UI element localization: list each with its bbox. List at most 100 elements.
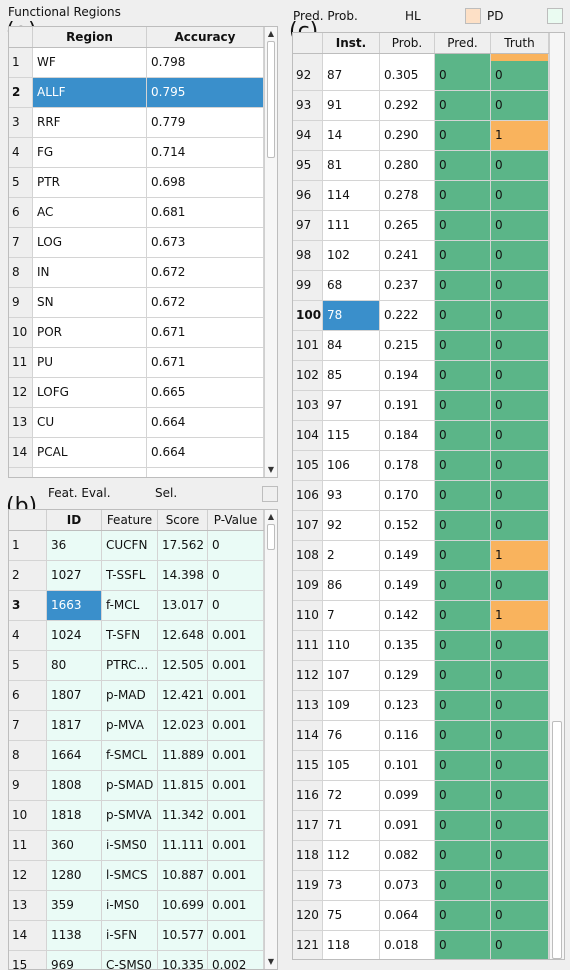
prob-cell[interactable]: 0.222 — [380, 301, 435, 331]
table-row[interactable]: 4 1024 T-SFN 12.648 0.001 — [9, 621, 264, 651]
accuracy-cell[interactable]: 0.681 — [147, 198, 264, 228]
table-row[interactable]: 100 78 0.222 0 0 — [293, 301, 549, 331]
region-cell[interactable]: PCAL — [33, 438, 147, 468]
truth-cell[interactable]: 1 — [491, 601, 549, 631]
truth-cell[interactable]: 0 — [491, 811, 549, 841]
prob-cell[interactable]: 0.178 — [380, 451, 435, 481]
p-value-cell[interactable]: 0.001 — [208, 651, 264, 681]
feature-cell[interactable]: PTRC... — [102, 651, 158, 681]
feature-cell[interactable]: i-SFN — [102, 921, 158, 951]
id-cell[interactable]: 1663 — [47, 591, 102, 621]
table-row[interactable]: 93 91 0.292 0 0 — [293, 91, 549, 121]
vertical-scrollbar[interactable]: ▲ ▼ — [264, 27, 277, 477]
scroll-down-icon[interactable]: ▼ — [267, 957, 275, 966]
truth-cell[interactable]: 0 — [491, 781, 549, 811]
region-cell[interactable]: FG — [33, 138, 147, 168]
pred-cell[interactable]: 0 — [435, 631, 491, 661]
score-cell[interactable]: 10.699 — [158, 891, 208, 921]
scroll-down-icon[interactable]: ▼ — [267, 465, 275, 474]
column-header-score[interactable]: Score — [158, 510, 208, 530]
region-cell[interactable]: PTR — [33, 168, 147, 198]
accuracy-cell[interactable]: 0.671 — [147, 318, 264, 348]
table-row[interactable]: 95 81 0.280 0 0 — [293, 151, 549, 181]
inst-cell[interactable]: 14 — [323, 121, 380, 151]
truth-cell[interactable]: 1 — [491, 541, 549, 571]
inst-cell[interactable]: 114 — [323, 181, 380, 211]
table-row[interactable]: 7 1817 p-MVA 12.023 0.001 — [9, 711, 264, 741]
truth-cell[interactable]: 0 — [491, 301, 549, 331]
feature-cell[interactable]: C-SMS0 — [102, 951, 158, 969]
id-cell[interactable]: 1808 — [47, 771, 102, 801]
accuracy-cell[interactable]: 0.664 — [147, 408, 264, 438]
table-row[interactable]: 10 POR 0.671 — [9, 318, 264, 348]
table-row[interactable]: 118 112 0.082 0 0 — [293, 841, 549, 871]
accuracy-cell[interactable]: 0.664 — [147, 438, 264, 468]
inst-cell[interactable]: 97 — [323, 391, 380, 421]
table-row[interactable]: 116 72 0.099 0 0 — [293, 781, 549, 811]
pred-cell[interactable]: 0 — [435, 811, 491, 841]
truth-cell[interactable]: 0 — [491, 721, 549, 751]
score-cell[interactable]: 12.023 — [158, 711, 208, 741]
p-value-cell[interactable]: 0.001 — [208, 771, 264, 801]
table-row[interactable]: 11 PU 0.671 — [9, 348, 264, 378]
score-cell[interactable]: 10.577 — [158, 921, 208, 951]
truth-cell[interactable]: 0 — [491, 841, 549, 871]
table-row[interactable]: 14 PCAL 0.664 — [9, 438, 264, 468]
inst-cell[interactable]: 86 — [323, 571, 380, 601]
column-header-truth[interactable]: Truth — [491, 33, 549, 53]
accuracy-cell[interactable]: 0.779 — [147, 108, 264, 138]
prob-cell[interactable]: 0.290 — [380, 121, 435, 151]
pred-cell[interactable]: 0 — [435, 841, 491, 871]
table-row[interactable]: 96 114 0.278 0 0 — [293, 181, 549, 211]
prob-cell[interactable]: 0.265 — [380, 211, 435, 241]
pred-cell[interactable]: 0 — [435, 301, 491, 331]
truth-cell[interactable]: 0 — [491, 901, 549, 931]
truth-cell[interactable]: 0 — [491, 661, 549, 691]
truth-cell[interactable]: 0 — [491, 931, 549, 959]
pred-cell[interactable]: 0 — [435, 391, 491, 421]
prob-cell[interactable]: 0.091 — [380, 811, 435, 841]
prob-cell[interactable]: 0.018 — [380, 931, 435, 959]
pred-cell[interactable]: 0 — [435, 91, 491, 121]
truth-cell[interactable]: 0 — [491, 871, 549, 901]
table-row[interactable]: 5 80 PTRC... 12.505 0.001 — [9, 651, 264, 681]
table-row[interactable]: 1 WF 0.798 — [9, 48, 264, 78]
table-row[interactable]: 6 AC 0.681 — [9, 198, 264, 228]
table-row[interactable]: 2 ALLF 0.795 — [9, 78, 264, 108]
table-row[interactable]: 2 1027 T-SSFL 14.398 0 — [9, 561, 264, 591]
scrollbar-thumb[interactable] — [552, 721, 562, 959]
region-cell[interactable]: PU — [33, 348, 147, 378]
id-cell[interactable]: 360 — [47, 831, 102, 861]
column-header-feature[interactable]: Feature — [102, 510, 158, 530]
feature-cell[interactable]: p-MVA — [102, 711, 158, 741]
inst-cell[interactable]: 92 — [323, 511, 380, 541]
column-header-pred[interactable]: Pred. — [435, 33, 491, 53]
prob-cell[interactable]: 0.073 — [380, 871, 435, 901]
table-row[interactable]: 105 106 0.178 0 0 — [293, 451, 549, 481]
feature-cell[interactable]: i-MS0 — [102, 891, 158, 921]
inst-cell[interactable]: 85 — [323, 361, 380, 391]
pred-cell[interactable]: 0 — [435, 931, 491, 959]
id-cell[interactable]: 1807 — [47, 681, 102, 711]
inst-cell[interactable]: 71 — [323, 811, 380, 841]
prob-cell[interactable]: 0.135 — [380, 631, 435, 661]
pred-cell[interactable]: 0 — [435, 271, 491, 301]
inst-cell[interactable]: 75 — [323, 901, 380, 931]
table-row[interactable]: 97 111 0.265 0 0 — [293, 211, 549, 241]
p-value-cell[interactable]: 0.001 — [208, 861, 264, 891]
truth-cell[interactable]: 0 — [491, 91, 549, 121]
score-cell[interactable]: 11.889 — [158, 741, 208, 771]
p-value-cell[interactable]: 0.001 — [208, 831, 264, 861]
table-row[interactable]: 120 75 0.064 0 0 — [293, 901, 549, 931]
pred-cell[interactable]: 0 — [435, 541, 491, 571]
prob-cell[interactable]: 0.142 — [380, 601, 435, 631]
region-cell[interactable]: PACC — [33, 468, 147, 477]
score-cell[interactable]: 10.335 — [158, 951, 208, 969]
table-row[interactable]: 5 PTR 0.698 — [9, 168, 264, 198]
prob-cell[interactable]: 0.305 — [380, 61, 435, 91]
prob-cell[interactable]: 0.241 — [380, 241, 435, 271]
score-cell[interactable]: 12.421 — [158, 681, 208, 711]
inst-cell[interactable]: 68 — [323, 271, 380, 301]
prediction-probability-table[interactable]: 92 87 0.305 0 0 93 91 0.292 0 0 94 14 0.290 0 1 95 81 0.2… — [292, 32, 565, 960]
pred-cell[interactable]: 0 — [435, 241, 491, 271]
